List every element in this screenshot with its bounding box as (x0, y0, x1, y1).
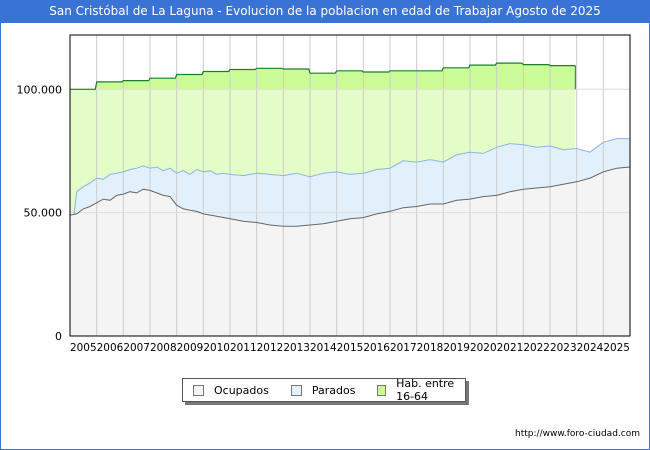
series-areas (69, 35, 631, 336)
y-axis-ticks: 0 50.000 100.000 (17, 83, 63, 343)
x-axis-ticks: 2005 2006 2007 2008 2009 2010 2011 2012 2013 2014… (70, 341, 630, 354)
x-tick-label: 2011 (230, 341, 257, 354)
x-tick-label: 2018 (417, 341, 444, 354)
legend-label-ocupados: Ocupados (214, 383, 269, 397)
source-url[interactable]: http://www.foro-ciudad.com (515, 429, 640, 439)
x-tick-label: 2012 (257, 341, 284, 354)
x-tick-label: 2014 (310, 341, 337, 354)
y-tick-label: 0 (55, 330, 62, 343)
x-tick-label: 2023 (550, 341, 577, 354)
x-tick-label: 2019 (443, 341, 470, 354)
area-ocupados (70, 167, 630, 336)
line-ocupados (69, 166, 631, 227)
x-tick-label: 2024 (577, 341, 604, 354)
legend-swatch-ocupados (193, 384, 204, 396)
x-tick-label: 2013 (283, 341, 310, 354)
x-tick-label: 2020 (470, 341, 497, 354)
chart-title: San Cristóbal de La Laguna - Evolucion d… (0, 0, 650, 23)
plot-border (69, 34, 631, 337)
legend-label-hab: Hab. entre 16-64 (396, 377, 455, 403)
x-tick-label: 2006 (97, 341, 124, 354)
x-tick-label: 2022 (523, 341, 550, 354)
area-hab-top-band (95, 63, 576, 90)
x-tick-label: 2025 (603, 341, 630, 354)
line-hab (70, 62, 576, 90)
legend-item-parados: Parados (290, 383, 356, 397)
legend-swatch-hab (377, 384, 387, 396)
x-tick-label: 2021 (497, 341, 524, 354)
line-parados (73, 138, 630, 216)
x-tick-label: 2008 (150, 341, 177, 354)
x-tick-label: 2015 (337, 341, 364, 354)
x-tick-label: 2005 (70, 341, 97, 354)
x-tick-label: 2009 (177, 341, 204, 354)
x-tick-label: 2007 (123, 341, 150, 354)
x-tick-label: 2017 (390, 341, 417, 354)
legend: Ocupados Parados Hab. entre 16-64 (182, 377, 466, 403)
y-tick-label: 50.000 (24, 207, 63, 220)
legend-item-ocupados: Ocupados (193, 384, 269, 397)
x-tick-label: 2010 (203, 341, 230, 354)
legend-label-parados: Parados (311, 383, 356, 397)
x-tick-label: 2016 (363, 341, 390, 354)
y-tick-label: 100.000 (17, 83, 63, 96)
legend-item-hab: Hab. entre 16-64 (377, 377, 465, 403)
legend-swatch-parados (290, 384, 302, 396)
